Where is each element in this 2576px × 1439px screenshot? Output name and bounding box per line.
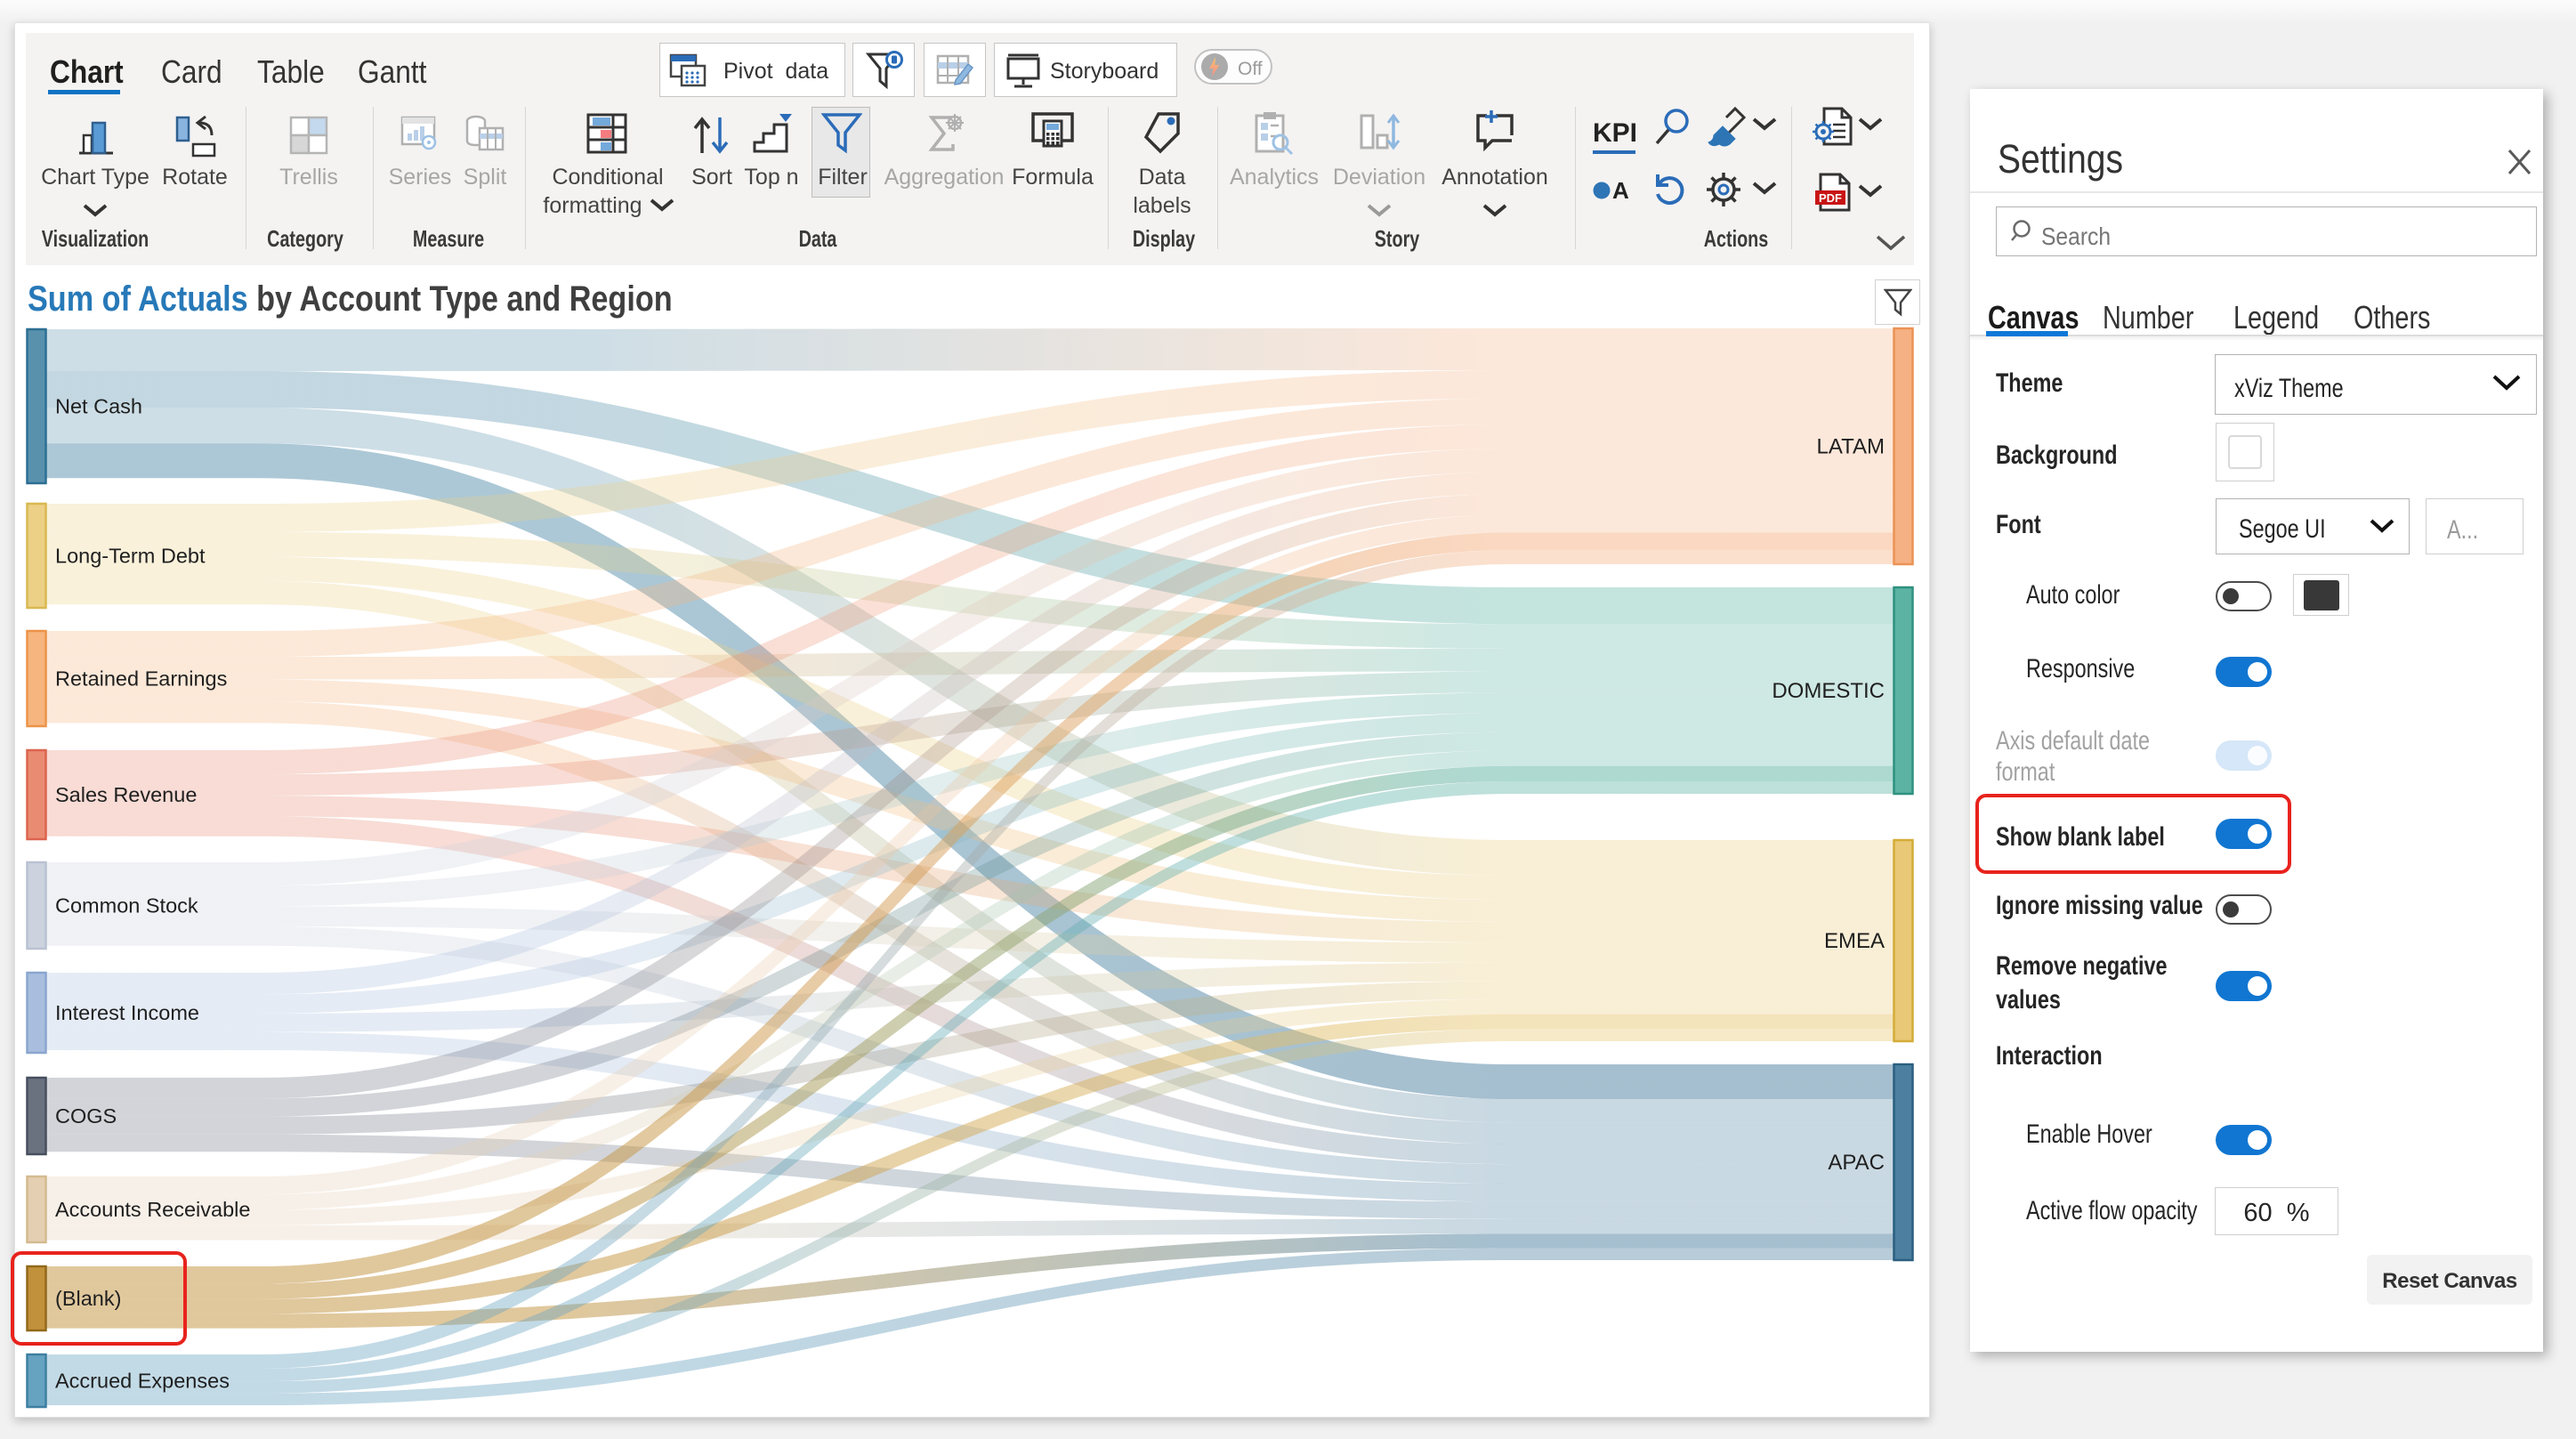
svg-text:Retained Earnings: Retained Earnings [55, 667, 227, 691]
svg-text:(Blank): (Blank) [55, 1287, 121, 1310]
svg-text:PDF: PDF [1819, 191, 1842, 205]
svg-text:Accounts Receivable: Accounts Receivable [55, 1198, 250, 1221]
svg-text:Long-Term Debt: Long-Term Debt [55, 545, 206, 568]
svg-text:Net Cash: Net Cash [55, 395, 142, 418]
svg-text:COGS: COGS [55, 1104, 117, 1128]
svg-text:APAC: APAC [1828, 1151, 1885, 1175]
svg-text:A: A [1612, 179, 1629, 204]
svg-text:Interest Income: Interest Income [55, 1001, 199, 1024]
svg-text:DOMESTIC: DOMESTIC [1772, 679, 1885, 703]
svg-text:LATAM: LATAM [1817, 435, 1885, 459]
svg-text:EMEA: EMEA [1824, 929, 1885, 953]
svg-text:Accrued Expenses: Accrued Expenses [55, 1370, 230, 1393]
svg-text:Common Stock: Common Stock [55, 894, 198, 918]
svg-text:Sales Revenue: Sales Revenue [55, 783, 197, 806]
